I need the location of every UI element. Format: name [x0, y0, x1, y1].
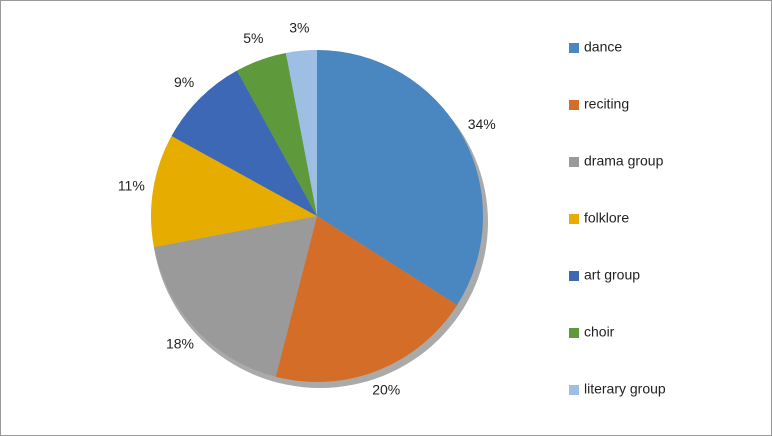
pie-slice	[285, 50, 317, 216]
data-label: 5%	[243, 30, 263, 46]
data-label: 18%	[166, 335, 194, 351]
pie-slice	[275, 216, 458, 382]
legend-label: folklore	[584, 210, 629, 226]
pie-slice	[151, 136, 317, 248]
legend-swatch	[569, 214, 579, 224]
data-label: 3%	[289, 20, 309, 36]
legend-label: choir	[584, 324, 615, 340]
legend-swatch	[569, 100, 579, 110]
pie-slice	[237, 52, 317, 217]
legend-label: reciting	[584, 96, 629, 112]
legend-label: literary group	[584, 381, 666, 397]
pie-slice	[317, 50, 483, 305]
legend-swatch	[569, 157, 579, 167]
legend-swatch	[569, 328, 579, 338]
pie-slice	[153, 216, 317, 377]
data-label: 34%	[468, 116, 496, 132]
legend-swatch	[569, 43, 579, 53]
pie-slice	[171, 70, 317, 217]
legend-label: art group	[584, 267, 640, 283]
data-label: 20%	[372, 382, 400, 398]
legend-label: drama group	[584, 153, 664, 169]
data-label: 11%	[118, 177, 145, 193]
legend-swatch	[569, 271, 579, 281]
legend-swatch	[569, 385, 579, 395]
legend-label: dance	[584, 39, 622, 55]
data-label: 9%	[174, 74, 194, 90]
